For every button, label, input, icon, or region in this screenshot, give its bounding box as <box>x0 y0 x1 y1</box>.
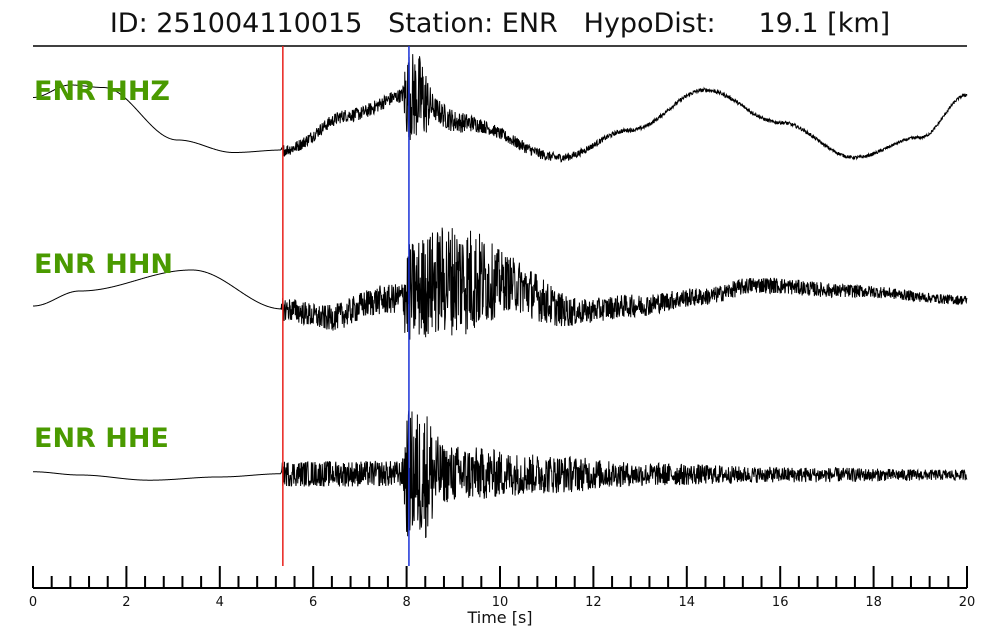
picks-layer <box>282 46 410 566</box>
trace-enr-hhe <box>33 410 968 539</box>
tick-label: 16 <box>772 595 789 610</box>
trace-enr-hhz <box>33 54 968 163</box>
tick-label: 18 <box>865 595 882 610</box>
x-axis-label: Time [s] <box>466 608 532 627</box>
channel-labels-layer: ENR HHZ ENR HHN ENR HHE <box>34 76 173 454</box>
tick-label: 0 <box>29 595 37 610</box>
tick-label: 4 <box>216 595 224 610</box>
channel-label-enr-hhn: ENR HHN <box>34 249 173 280</box>
chart-title: ID: 251004110015 Station: ENR HypoDist: … <box>109 8 891 39</box>
time-axis: 0 2 4 6 8 10 12 14 16 18 20 Time [s] <box>29 566 975 627</box>
tick-label: 2 <box>122 595 130 610</box>
tick-label: 10 <box>492 595 509 610</box>
channel-label-enr-hhe: ENR HHE <box>34 423 169 454</box>
tick-label: 14 <box>679 595 696 610</box>
tick-label: 6 <box>309 595 317 610</box>
tick-label: 8 <box>402 595 410 610</box>
channel-label-enr-hhz: ENR HHZ <box>34 76 170 107</box>
tick-label: 12 <box>585 595 602 610</box>
trace-enr-hhn <box>33 227 968 340</box>
traces-layer <box>33 54 968 539</box>
tick-label: 20 <box>959 595 976 610</box>
